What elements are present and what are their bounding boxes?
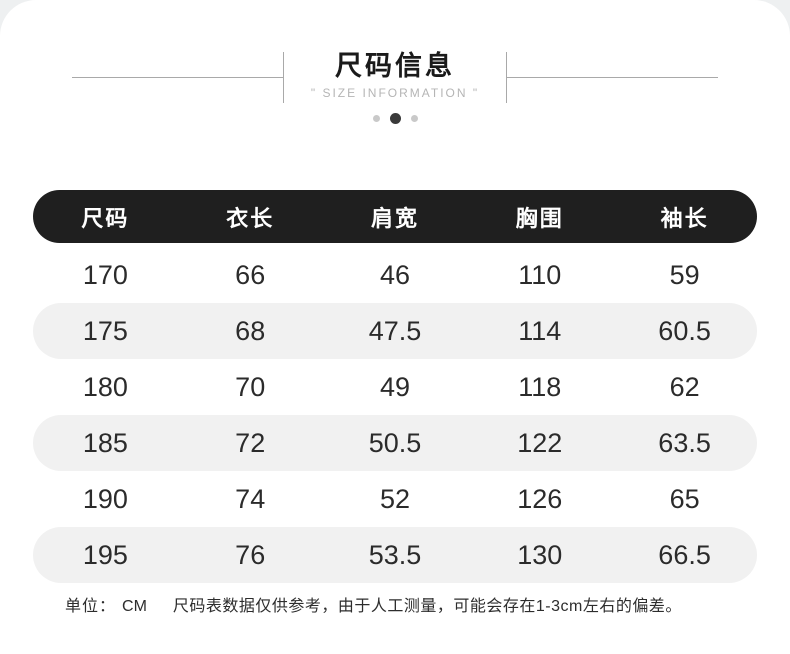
- table-header-cell: 尺码: [81, 205, 130, 231]
- table-header-row: 尺码 衣长 肩宽 胸围 袖长: [33, 190, 757, 243]
- table-header-cell: 肩宽: [370, 205, 419, 231]
- table-cell: 76: [235, 539, 266, 570]
- pagination-dots: [0, 113, 790, 124]
- size-table: 尺码 衣长 肩宽 胸围 袖长 170 66 46 110 59 175 68 4…: [33, 190, 757, 583]
- table-cell: 185: [82, 427, 128, 458]
- table-cell: 72: [235, 427, 266, 458]
- table-cell: 66: [235, 259, 266, 290]
- table-cell: 66.5: [658, 539, 711, 570]
- table-cell: 70: [235, 371, 266, 402]
- table-cell: 74: [235, 483, 266, 514]
- title-divider-left-horizontal: [72, 77, 283, 78]
- table-header-cell: 衣长: [226, 205, 275, 231]
- table-header-cell: 胸围: [515, 205, 564, 231]
- measurement-disclaimer: 尺码表数据仅供参考，由于人工测量，可能会存在1-3cm左右的偏差。: [172, 598, 682, 615]
- table-cell: 49: [379, 371, 411, 402]
- table-cell: 170: [82, 259, 128, 290]
- table-body: 170 66 46 110 59 175 68 47.5 114 60.5 18…: [33, 247, 757, 583]
- unit-label: 单位：: [65, 598, 117, 615]
- table-cell: 46: [379, 259, 411, 290]
- table-cell: 118: [518, 371, 562, 402]
- table-cell: 50.5: [368, 427, 422, 458]
- table-row: 170 66 46 110 59: [33, 247, 757, 303]
- table-header-cell: 袖长: [660, 205, 709, 231]
- table-cell: 180: [82, 371, 128, 402]
- section-title: 尺码信息: [335, 51, 455, 81]
- table-cell: 59: [669, 259, 700, 290]
- table-cell: 52: [379, 483, 411, 514]
- table-cell: 126: [517, 483, 563, 514]
- table-cell: 175: [82, 315, 128, 346]
- title-divider-left-vertical: [283, 52, 284, 103]
- section-subtitle: " SIZE INFORMATION ": [310, 86, 480, 100]
- title-divider-right-horizontal: [507, 77, 718, 78]
- table-cell: 110: [518, 259, 562, 290]
- table-row: 190 74 52 126 65: [33, 471, 757, 527]
- table-cell: 60.5: [658, 315, 711, 346]
- pagination-dot-active: [389, 113, 401, 124]
- table-cell: 68: [235, 315, 266, 346]
- table-cell: 53.5: [368, 539, 422, 570]
- table-cell: 195: [82, 539, 128, 570]
- table-cell: 190: [82, 483, 128, 514]
- table-cell: 62: [669, 371, 700, 402]
- table-cell: 65: [669, 483, 700, 514]
- table-row: 180 70 49 118 62: [33, 359, 757, 415]
- table-row: 185 72 50.5 122 63.5: [33, 415, 757, 471]
- table-cell: 114: [518, 315, 562, 346]
- title-divider-right-vertical: [506, 52, 507, 103]
- table-row: 175 68 47.5 114 60.5: [33, 303, 757, 359]
- table-row: 195 76 53.5 130 66.5: [33, 527, 757, 583]
- table-cell: 47.5: [368, 315, 422, 346]
- table-cell: 63.5: [658, 427, 711, 458]
- table-cell: 122: [517, 427, 563, 458]
- pagination-dot: [372, 115, 380, 122]
- unit-value: CM: [122, 598, 147, 615]
- table-cell: 130: [517, 539, 563, 570]
- table-footnote: 单位： CM 尺码表数据仅供参考，由于人工测量，可能会存在1-3cm左右的偏差。: [65, 592, 682, 616]
- pagination-dot: [410, 115, 418, 122]
